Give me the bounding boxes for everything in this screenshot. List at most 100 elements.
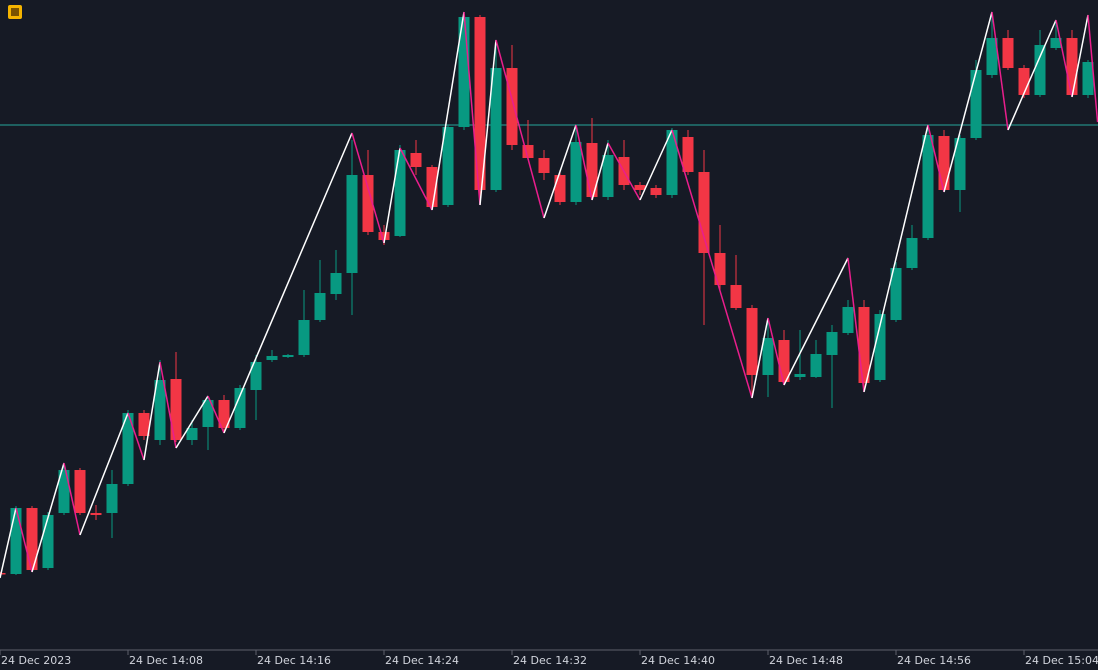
candle-body: [138, 413, 150, 436]
zigzag-segment: [1007, 19, 1057, 131]
candle-body: [362, 175, 374, 232]
candle-body: [682, 137, 694, 172]
candle-body: [1002, 38, 1014, 68]
candle-body: [906, 238, 918, 268]
zigzag-segment: [1071, 14, 1089, 98]
candle-body: [410, 153, 422, 167]
zigzag-segment: [575, 124, 593, 201]
x-tick-label: 24 Dec 14:32: [513, 654, 587, 667]
zigzag-segment: [1055, 19, 1073, 98]
candle-body: [602, 155, 614, 197]
candle-body: [0, 573, 6, 575]
zigzag-segment: [0, 507, 17, 579]
candle-body: [106, 484, 118, 513]
candle-body: [426, 167, 438, 207]
zigzag-segment: [431, 11, 465, 211]
candle-body: [250, 362, 262, 390]
candle-body: [570, 142, 582, 202]
candle-body: [922, 135, 934, 238]
zigzag-segment: [143, 361, 161, 461]
x-tick-label: 24 Dec 14:08: [129, 654, 203, 667]
candle-body: [842, 307, 854, 333]
candle-body: [698, 172, 710, 253]
candle-body: [986, 38, 998, 75]
candle-body: [650, 188, 662, 195]
candle-body: [122, 413, 134, 484]
zigzag-segment: [607, 142, 641, 201]
zigzag-segment: [671, 129, 753, 399]
x-tick-label: 24 Dec 14:16: [257, 654, 331, 667]
candle-body: [26, 508, 38, 570]
candle-body: [810, 354, 822, 377]
zigzag-segment: [863, 124, 929, 393]
candle-body: [778, 340, 790, 382]
candle-body: [378, 232, 390, 240]
candle-body: [10, 508, 22, 574]
zigzag-segment: [751, 317, 769, 399]
x-tick-label: 24 Dec 14:48: [769, 654, 843, 667]
candle-body: [42, 515, 54, 568]
zigzag-segment: [783, 257, 849, 386]
app-icon: [8, 5, 22, 19]
candle-body: [282, 355, 294, 357]
candle-body: [90, 513, 102, 515]
candle-body: [586, 143, 598, 197]
candle-body: [298, 320, 310, 355]
zigzag-segment: [543, 124, 577, 219]
zigzag-segment: [31, 462, 65, 573]
zigzag-segment: [943, 11, 993, 193]
candle-body: [474, 17, 486, 190]
zigzag-segment: [927, 124, 945, 193]
x-tick-label: 24 Dec 14:56: [897, 654, 971, 667]
candle-body: [826, 332, 838, 355]
candle-body: [634, 185, 646, 190]
zigzag-segment: [1087, 14, 1098, 123]
candle-body: [1082, 62, 1094, 95]
zigzag-segment: [15, 507, 33, 573]
candle-body: [538, 158, 550, 173]
candle-body: [858, 307, 870, 383]
zigzag-segment: [63, 462, 81, 536]
candle-body: [490, 68, 502, 190]
candle-body: [506, 68, 518, 145]
candle-body: [186, 428, 198, 440]
candle-body: [170, 379, 182, 440]
candle-body: [1066, 38, 1078, 95]
candle-body: [554, 175, 566, 202]
candle-body: [234, 388, 246, 428]
candle-body: [330, 273, 342, 294]
zigzag-segment: [591, 142, 609, 201]
zigzag-segment: [399, 147, 433, 211]
candle-body: [970, 70, 982, 138]
candle-body: [346, 175, 358, 273]
candle-body: [1050, 38, 1062, 48]
zigzag-segment: [159, 361, 177, 449]
candle-body: [458, 17, 470, 127]
candle-body: [394, 150, 406, 236]
zigzag-segment: [463, 11, 481, 206]
candle-body: [794, 374, 806, 377]
zigzag-segment: [991, 11, 1009, 131]
candle-body: [746, 308, 758, 375]
zigzag-segment: [79, 412, 129, 536]
zigzag-segment: [175, 395, 209, 449]
candle-body: [314, 293, 326, 320]
zigzag-segment: [351, 132, 385, 244]
zigzag-segment: [223, 132, 353, 434]
candle-body: [714, 253, 726, 285]
candle-body: [218, 400, 230, 428]
candle-body: [74, 470, 86, 513]
zigzag-segment: [383, 147, 401, 244]
candle-body: [266, 356, 278, 360]
candle-body: [522, 145, 534, 158]
x-tick-label: 24 Dec 14:40: [641, 654, 715, 667]
zigzag-segment: [495, 39, 545, 219]
candle-body: [890, 268, 902, 320]
x-tick-label: 24 Dec 15:04: [1025, 654, 1098, 667]
zigzag-segment: [127, 412, 145, 461]
candle-body: [666, 130, 678, 195]
zigzag-segment: [767, 317, 785, 386]
zigzag-segment: [479, 39, 497, 206]
